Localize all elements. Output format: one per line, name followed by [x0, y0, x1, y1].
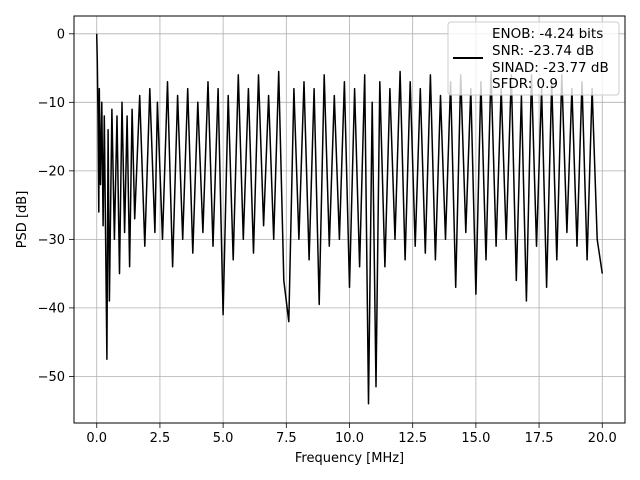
psd-line: [95, 33, 604, 405]
y-axis-ticks: 0 −10 −20 −30 −40 −50: [38, 27, 74, 385]
legend: ENOB: -4.24 bits SNR: -23.74 dB SINAD: -…: [447, 21, 620, 96]
legend-entry-snr: SNR: -23.74 dB: [492, 43, 594, 59]
x-tick-label: 20.0: [588, 431, 617, 446]
y-tick-label: −20: [38, 164, 65, 179]
x-tick-label: 17.5: [525, 431, 554, 446]
legend-entry-enob: ENOB: -4.24 bits: [492, 26, 603, 42]
y-tick-label: −10: [38, 96, 65, 111]
plot-frame: [73, 15, 626, 424]
x-axis-ticks: 0.0 2.5 5.0 7.5 10.0 12.5 15.0 17.5 20.0: [86, 423, 617, 446]
legend-entry-sfdr: SFDR: 0.9: [492, 76, 558, 92]
y-tick-label: −40: [38, 301, 65, 316]
x-tick-label: 15.0: [461, 431, 490, 446]
y-tick-label: 0: [57, 27, 65, 42]
legend-entry-sinad: SINAD: -23.77 dB: [492, 60, 609, 76]
x-tick-label: 7.5: [276, 431, 297, 446]
x-axis-label: Frequency [MHz]: [295, 451, 404, 466]
y-tick-label: −30: [38, 233, 65, 248]
psd-series: [95, 33, 604, 405]
x-tick-label: 12.5: [398, 431, 427, 446]
x-tick-label: 0.0: [86, 431, 107, 446]
y-axis-label: PSD [dB]: [15, 191, 30, 249]
x-tick-label: 5.0: [213, 431, 234, 446]
x-tick-label: 2.5: [150, 431, 171, 446]
legend-box: [447, 21, 620, 96]
y-tick-label: −50: [38, 370, 65, 385]
x-tick-label: 10.0: [335, 431, 364, 446]
